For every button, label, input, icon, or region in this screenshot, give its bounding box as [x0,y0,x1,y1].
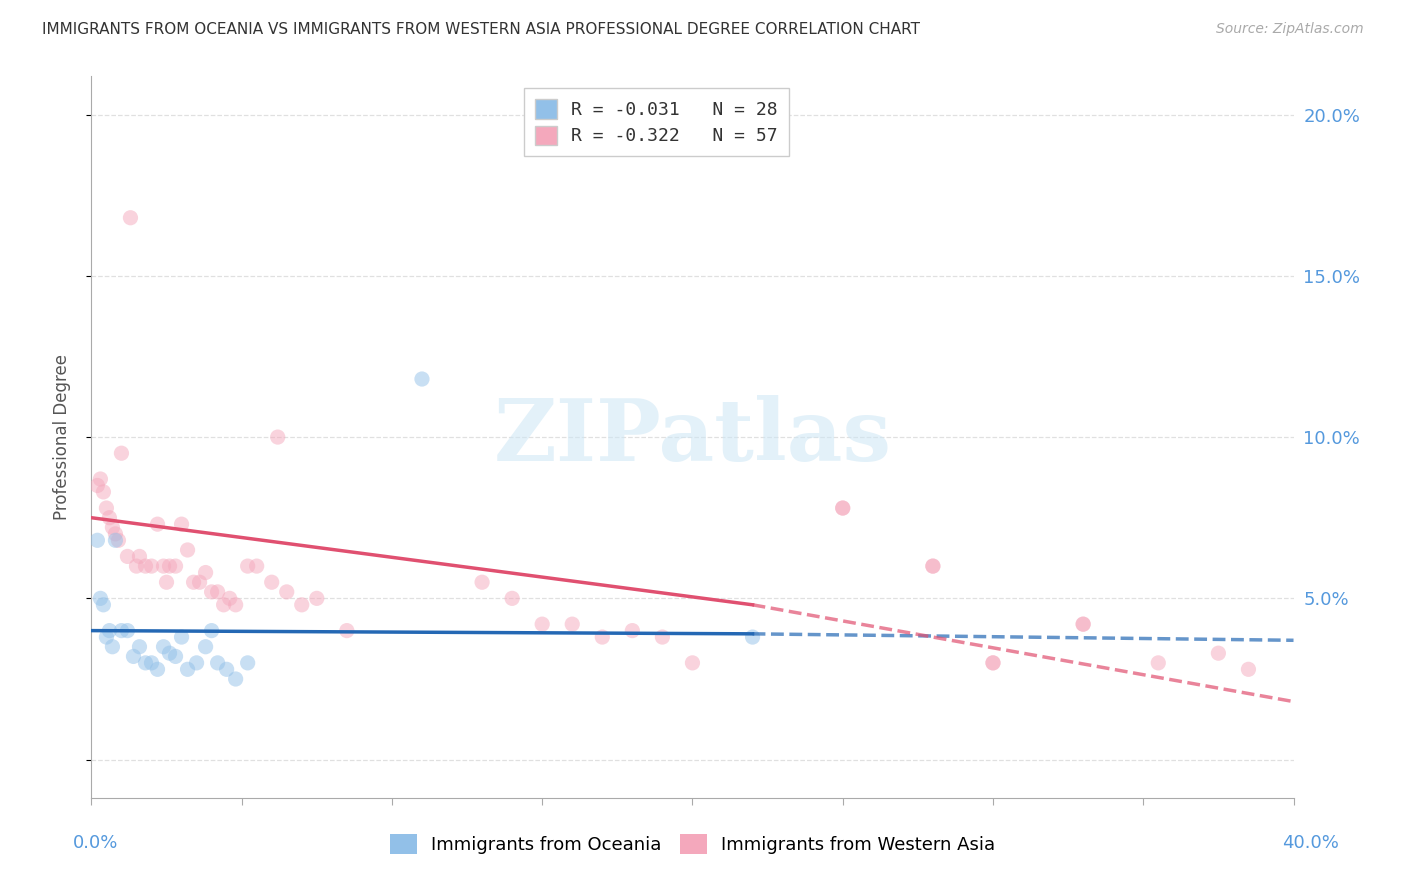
Point [218,591,240,606]
Point [170,517,193,532]
Point [651,630,673,644]
Point [207,585,229,599]
Point [188,575,211,590]
Point [267,430,290,444]
Point [159,646,181,660]
Point [128,640,150,654]
Point [122,649,145,664]
Point [225,598,247,612]
Point [104,526,127,541]
Text: 0.0%: 0.0% [73,834,118,852]
Point [207,656,229,670]
Point [176,662,198,676]
Point [141,559,163,574]
Point [591,630,613,644]
Point [1147,656,1170,670]
Point [165,559,187,574]
Point [1208,646,1230,660]
Point [741,630,763,644]
Text: Source: ZipAtlas.com: Source: ZipAtlas.com [1216,22,1364,37]
Point [922,559,945,574]
Point [260,575,283,590]
Point [152,559,174,574]
Point [621,624,644,638]
Text: ZIPatlas: ZIPatlas [494,395,891,479]
Point [159,559,181,574]
Point [101,640,124,654]
Point [411,372,433,386]
Point [86,533,108,548]
Point [107,533,129,548]
Point [186,656,208,670]
Point [165,649,187,664]
Point [305,591,328,606]
Point [128,549,150,564]
Point [110,446,132,460]
Point [110,624,132,638]
Point [922,559,945,574]
Point [176,543,198,558]
Point [98,624,121,638]
Point [104,533,127,548]
Point [531,617,554,632]
Point [201,624,224,638]
Point [981,656,1004,670]
Legend: R = -0.031   N = 28, R = -0.322   N = 57: R = -0.031 N = 28, R = -0.322 N = 57 [524,88,789,156]
Point [96,630,118,644]
Point [134,559,156,574]
Point [93,484,115,499]
Point [125,559,148,574]
Point [336,624,359,638]
Text: IMMIGRANTS FROM OCEANIA VS IMMIGRANTS FROM WESTERN ASIA PROFESSIONAL DEGREE CORR: IMMIGRANTS FROM OCEANIA VS IMMIGRANTS FR… [42,22,920,37]
Point [236,559,259,574]
Point [1071,617,1094,632]
Point [170,630,193,644]
Point [215,662,238,676]
Point [101,520,124,534]
Point [471,575,494,590]
Point [89,472,111,486]
Point [98,510,121,524]
Point [146,662,169,676]
Point [134,656,156,670]
Point [152,640,174,654]
Point [831,501,853,516]
Point [141,656,163,670]
Point [236,656,259,670]
Point [1237,662,1260,676]
Point [183,575,205,590]
Point [194,566,217,580]
Point [831,501,853,516]
Point [146,517,169,532]
Point [89,591,111,606]
Point [981,656,1004,670]
Point [86,478,108,492]
Point [225,672,247,686]
Point [681,656,703,670]
Point [246,559,269,574]
Point [155,575,177,590]
Point [194,640,217,654]
Text: 40.0%: 40.0% [1282,834,1339,852]
Point [120,211,142,225]
Point [291,598,314,612]
Point [212,598,235,612]
Point [117,549,139,564]
Y-axis label: Professional Degree: Professional Degree [52,354,70,520]
Point [1071,617,1094,632]
Point [501,591,523,606]
Point [561,617,583,632]
Point [96,501,118,516]
Point [93,598,115,612]
Point [276,585,298,599]
Point [201,585,224,599]
Point [117,624,139,638]
